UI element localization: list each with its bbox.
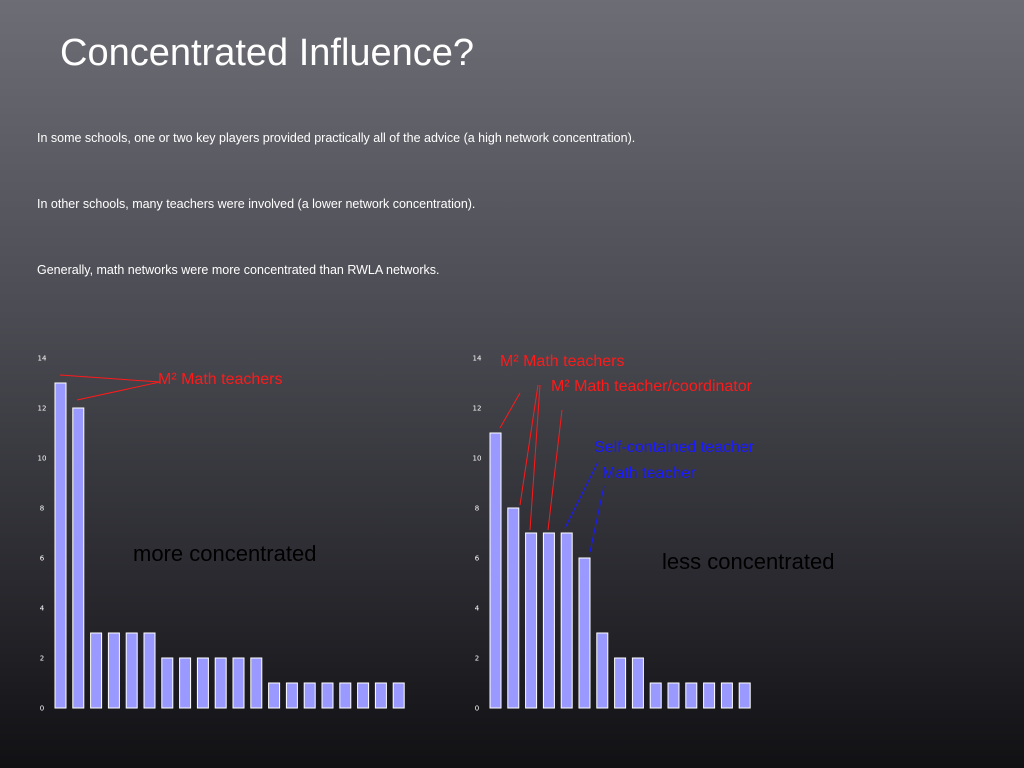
y-tick-label: 4 [40, 605, 45, 613]
bar [614, 657, 627, 709]
left-leader-line-1 [59, 374, 161, 383]
y-tick-label: 10 [38, 455, 47, 463]
right-annotations: M² Math teachers M² Math teacher/coordin… [499, 353, 834, 574]
right-leader-line-6 [589, 485, 605, 553]
chart-more-concentrated: 0 2 4 6 8 10 12 14 [38, 355, 405, 713]
bar [321, 682, 334, 709]
bar [250, 657, 263, 709]
y-tick-label: 0 [40, 705, 44, 713]
y-tick-label: 4 [475, 605, 480, 613]
right-math-teacher-label: Math teacher [602, 465, 696, 482]
bar [196, 657, 209, 709]
bar [507, 507, 520, 709]
bar [303, 682, 316, 709]
right-m2-coordinator-label: M² Math teacher/coordinator [551, 378, 753, 395]
right-leader-line-5 [564, 461, 599, 529]
bar [143, 632, 156, 709]
right-leader-line-4 [547, 409, 563, 531]
bar [339, 682, 352, 709]
bar [374, 682, 387, 709]
bar [649, 682, 662, 709]
bar [72, 407, 85, 709]
right-m2-math-teachers-label: M² Math teachers [500, 353, 624, 370]
y-tick-label: 12 [473, 405, 482, 413]
bar [161, 657, 174, 709]
y-tick-label: 6 [475, 555, 480, 563]
chart-less-concentrated: 0 2 4 6 8 10 12 14 [473, 355, 751, 713]
bar [392, 682, 405, 709]
bar [268, 682, 281, 709]
left-leader-line-2 [76, 381, 161, 401]
bar [720, 682, 733, 709]
left-caption: more concentrated [133, 541, 316, 566]
bullet-math-vs-rwla: Generally, math networks were more conce… [37, 263, 440, 277]
bar [738, 682, 751, 709]
y-tick-label: 0 [475, 705, 479, 713]
right-leader-line-2 [519, 384, 539, 506]
bar [631, 657, 644, 709]
y-tick-label: 2 [475, 655, 479, 663]
y-tick-label: 12 [38, 405, 47, 413]
left-annotations: M² Math teachers more concentrated [59, 371, 316, 566]
y-tick-label: 8 [475, 505, 479, 513]
y-tick-label: 8 [40, 505, 44, 513]
bar [90, 632, 103, 709]
y-tick-label: 14 [473, 355, 482, 363]
slide-title: Concentrated Influence? [60, 32, 475, 74]
bar [107, 632, 120, 709]
bar [542, 532, 555, 709]
bar [560, 532, 573, 709]
right-leader-line-1 [499, 392, 521, 429]
bar [685, 682, 698, 709]
y-tick-label: 10 [473, 455, 482, 463]
right-self-contained-label: Self-contained teacher [594, 439, 755, 456]
bullet-lower-concentration: In other schools, many teachers were inv… [37, 197, 476, 211]
bar [232, 657, 245, 709]
left-m2-math-teachers-label: M² Math teachers [158, 371, 282, 388]
bar [214, 657, 227, 709]
bar [54, 382, 67, 709]
right-leader-line-3 [529, 384, 541, 531]
bullet-high-concentration: In some schools, one or two key players … [37, 131, 636, 145]
right-caption: less concentrated [662, 549, 834, 574]
bar [357, 682, 370, 709]
bar [578, 557, 591, 709]
bar [703, 682, 716, 709]
y-tick-label: 14 [38, 355, 47, 363]
y-tick-label: 2 [40, 655, 44, 663]
bar [667, 682, 680, 709]
bar [125, 632, 138, 709]
y-tick-label: 6 [40, 555, 45, 563]
bar [525, 532, 538, 709]
bar [285, 682, 298, 709]
bar [179, 657, 192, 709]
bar [596, 632, 609, 709]
bar [489, 432, 502, 709]
